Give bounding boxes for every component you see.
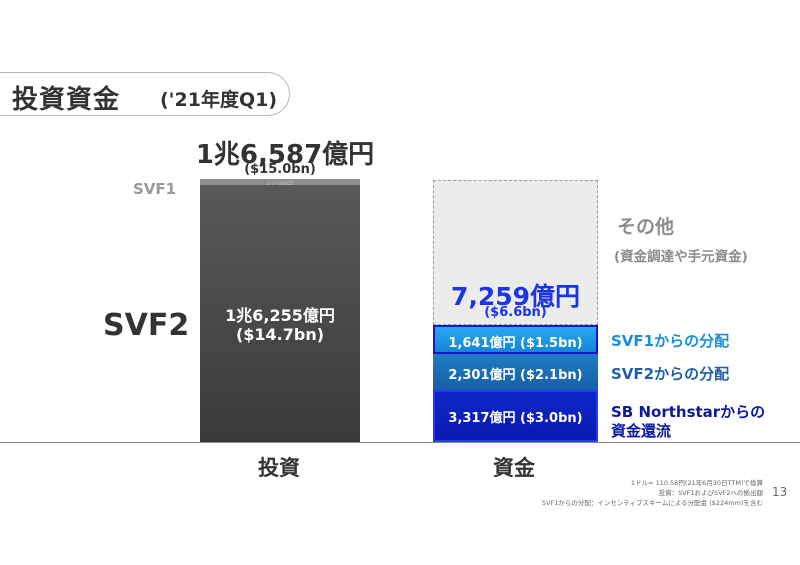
bar-svf2 [200,185,360,442]
fund-total-label: 7,259億円 [450,282,581,311]
bar-northstar-return [433,390,598,442]
x-tick-fund: 資金 [493,456,535,480]
northstar-label-line2: 資金還流 [611,422,672,440]
svf1-distribution-label: SVF1からの分配 [611,332,730,350]
bar-svf1-distribution-value: 1,641億円 ($1.5bn) [448,336,583,351]
title-pill [0,72,290,116]
bar-svf2-usd: ($14.7bn) [235,325,325,344]
bar-svf2-value: 1兆6,255億円 [225,306,335,325]
x-tick-invest: 投資 [258,456,300,480]
svf2-series-label: SVF2 [103,308,190,343]
invest-total-usd: ($15.0bn) [244,162,316,177]
bar-northstar-return-value: 3,317億円 ($3.0bn) [448,411,583,426]
bar-svf2-distribution-value: 2,301億円 ($2.1bn) [448,368,583,383]
other-sublabel: (資金調達や手元資金) [614,249,748,265]
bar-other [433,180,598,325]
footnote-exchange-rate: 1ドル= 110.58円(21年6月30日TTM)で換算 [630,479,763,487]
footnote-investment: 投資：SVF1およびSVF2への拠出額 [658,489,763,497]
page-period: ('21年度Q1) [160,89,277,111]
x-axis-baseline [0,442,800,443]
other-label: その他 [617,216,675,238]
bar-svf2-distribution [433,354,598,390]
svf1-series-label: SVF1 [133,180,177,198]
northstar-label-line1: SB Northstarからの [611,403,766,421]
fund-total-usd: ($6.6bn) [484,305,547,320]
page-number: 13 [772,485,788,499]
footnote-svf1-distribution: SVF1からの分配：インセンティブスキームによる分配金 ($224mm)を含む [541,499,763,507]
invest-total-label: 1兆6,587億円 [195,140,375,170]
bar-svf1 [200,179,360,185]
bar-svf1-distribution [433,325,598,354]
svf2-distribution-label: SVF2からの分配 [611,365,730,383]
page-title: 投資資金 [12,85,121,115]
